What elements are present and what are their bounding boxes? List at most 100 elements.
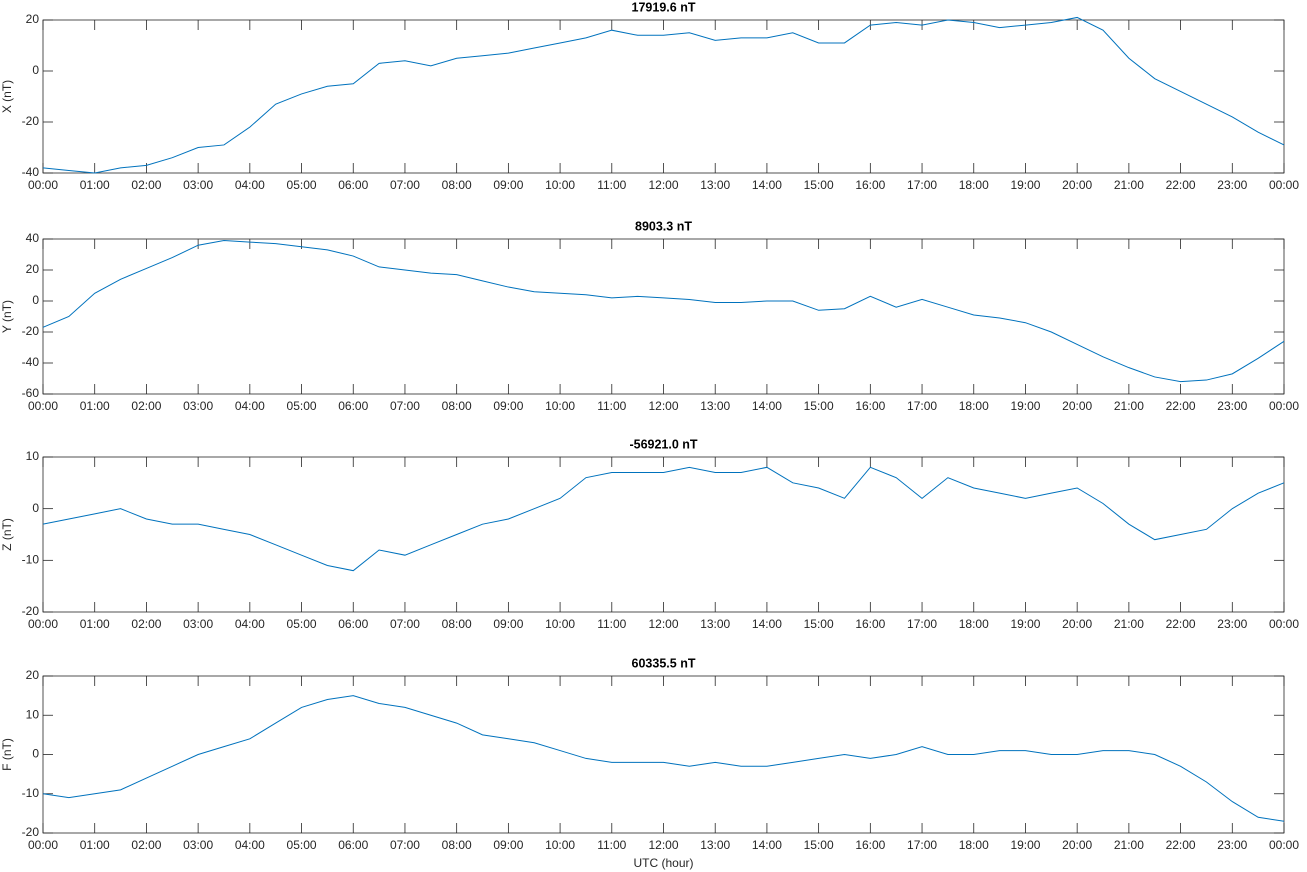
x-tick-label: 15:00 [804, 838, 834, 852]
x-tick-label: 03:00 [183, 617, 213, 631]
x-tick-label: 12:00 [648, 617, 678, 631]
x-tick-label: 09:00 [493, 617, 523, 631]
x-tick-label: 23:00 [1217, 399, 1247, 413]
x-tick-label: 14:00 [752, 399, 782, 413]
x-tick-label: 19:00 [1010, 399, 1040, 413]
data-line [42, 16, 1285, 174]
y-tick-label: -20 [22, 604, 40, 618]
x-tick-label: 05:00 [287, 838, 317, 852]
x-tick-label: 08:00 [442, 838, 472, 852]
y-tick-label: 0 [32, 63, 39, 77]
x-tick-label: 15:00 [804, 399, 834, 413]
axes-box [42, 675, 1285, 834]
x-tick-label: 04:00 [235, 838, 265, 852]
x-tick-label: 11:00 [597, 838, 626, 852]
y-tick-label: -20 [22, 825, 40, 839]
x-tick-label: 21:00 [1114, 399, 1144, 413]
x-tick-label: 09:00 [493, 178, 523, 192]
y-tick-label: 10 [26, 707, 40, 721]
x-tick-label: 19:00 [1010, 178, 1040, 192]
x-tick-label: 02:00 [131, 838, 161, 852]
x-tick-label: 22:00 [1166, 617, 1196, 631]
y-axis-label: F (nT) [0, 738, 14, 771]
y-tick-label: -10 [22, 553, 40, 567]
y-tick-label: 0 [32, 501, 39, 515]
x-tick-label: 07:00 [390, 617, 420, 631]
x-tick-label: 17:00 [907, 399, 937, 413]
x-tick-label: 14:00 [752, 617, 782, 631]
x-tick-label: 18:00 [959, 838, 989, 852]
chart-title: 60335.5 nT [632, 656, 696, 670]
x-tick-label: 09:00 [493, 399, 523, 413]
x-tick-label: 00:00 [1269, 617, 1299, 631]
y-tick-label: 40 [26, 231, 40, 245]
x-tick-label: 03:00 [183, 399, 213, 413]
x-tick-label: 12:00 [648, 178, 678, 192]
x-tick-label: 21:00 [1114, 838, 1144, 852]
x-tick-label: 01:00 [80, 399, 110, 413]
chart-title: 17919.6 nT [632, 0, 696, 14]
x-tick-label: 19:00 [1010, 838, 1040, 852]
x-tick-label: 21:00 [1114, 178, 1144, 192]
x-tick-label: 10:00 [545, 617, 575, 631]
x-tick-label: 23:00 [1217, 178, 1247, 192]
axes-box [42, 456, 1285, 613]
x-tick-label: 14:00 [752, 178, 782, 192]
y-tick-label: 0 [32, 293, 39, 307]
x-tick-label: 05:00 [287, 617, 317, 631]
x-tick-label: 00:00 [28, 838, 58, 852]
data-line [42, 466, 1285, 572]
x-tick-label: 17:00 [907, 178, 937, 192]
data-line [42, 240, 1285, 383]
x-tick-label: 17:00 [907, 617, 937, 631]
x-tick-label: 00:00 [28, 399, 58, 413]
x-tick-label: 05:00 [287, 399, 317, 413]
x-tick-label: 08:00 [442, 617, 472, 631]
y-axis-label: Z (nT) [0, 518, 14, 551]
x-tick-label: 23:00 [1217, 617, 1247, 631]
x-tick-label: 22:00 [1166, 178, 1196, 192]
x-tick-label: 15:00 [804, 178, 834, 192]
x-tick-label: 13:00 [700, 617, 730, 631]
x-tick-label: 10:00 [545, 838, 575, 852]
x-tick-label: 22:00 [1166, 838, 1196, 852]
x-tick-label: 18:00 [959, 399, 989, 413]
x-tick-label: 11:00 [597, 399, 626, 413]
y-tick-label: -40 [22, 355, 40, 369]
x-tick-label: 20:00 [1062, 838, 1092, 852]
y-tick-label: -20 [22, 114, 40, 128]
x-tick-label: 16:00 [855, 838, 885, 852]
y-tick-label: -60 [22, 386, 40, 400]
x-tick-label: 07:00 [390, 399, 420, 413]
y-axis-label: Y (nT) [0, 300, 14, 333]
x-tick-label: 18:00 [959, 617, 989, 631]
x-tick-label: 04:00 [235, 399, 265, 413]
data-line [42, 695, 1285, 822]
y-tick-label: 10 [26, 449, 40, 463]
x-tick-label: 16:00 [855, 178, 885, 192]
x-tick-label: 20:00 [1062, 178, 1092, 192]
x-tick-label: 19:00 [1010, 617, 1040, 631]
x-tick-label: 13:00 [700, 178, 730, 192]
x-tick-label: 01:00 [80, 178, 110, 192]
x-tick-label: 06:00 [338, 838, 368, 852]
x-tick-label: 16:00 [855, 399, 885, 413]
x-tick-label: 03:00 [183, 838, 213, 852]
x-tick-label: 12:00 [648, 399, 678, 413]
x-tick-label: 11:00 [597, 178, 626, 192]
x-tick-label: 08:00 [442, 399, 472, 413]
x-tick-label: 15:00 [804, 617, 834, 631]
y-tick-label: -10 [22, 786, 40, 800]
x-tick-label: 01:00 [80, 617, 110, 631]
chart-title: 8903.3 nT [635, 219, 692, 233]
x-tick-label: 23:00 [1217, 838, 1247, 852]
axes-box [42, 19, 1285, 174]
y-tick-label: -20 [22, 324, 40, 338]
x-tick-label: 10:00 [545, 178, 575, 192]
x-tick-label: 00:00 [1269, 178, 1299, 192]
x-tick-label: 06:00 [338, 617, 368, 631]
x-tick-label: 07:00 [390, 178, 420, 192]
x-tick-label: 10:00 [545, 399, 575, 413]
x-tick-label: 03:00 [183, 178, 213, 192]
